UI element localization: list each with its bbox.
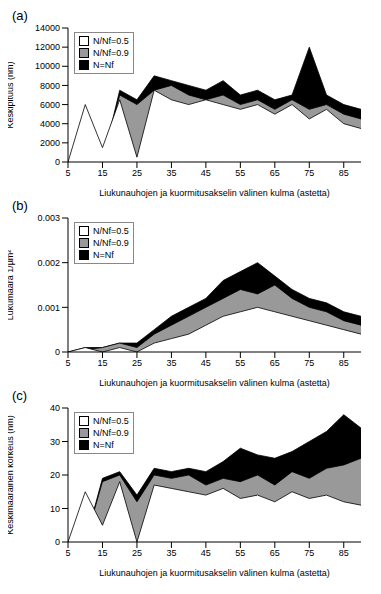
html-text:N/Nf=0.5: N/Nf=0.5 — [93, 226, 129, 236]
svg-text:14000: 14000 — [35, 23, 60, 33]
svg-text:0: 0 — [55, 157, 60, 167]
svg-text:15: 15 — [97, 358, 107, 368]
svg-text:Keskipituus (nm): Keskipituus (nm) — [8, 61, 15, 128]
svg-text:75: 75 — [304, 548, 314, 558]
svg-text:45: 45 — [201, 548, 211, 558]
svg-text:Keskimääräinen korkeus (nm): Keskimääräinen korkeus (nm) — [8, 415, 15, 535]
svg-text:Liukunauhojen ja kuormitusakse: Liukunauhojen ja kuormitusakselin väline… — [99, 378, 330, 388]
svg-text:Liukunauhojen ja kuormitusakse: Liukunauhojen ja kuormitusakselin väline… — [99, 188, 330, 198]
svg-text:65: 65 — [270, 358, 280, 368]
svg-text:85: 85 — [339, 168, 349, 178]
svg-text:25: 25 — [132, 548, 142, 558]
svg-text:6000: 6000 — [40, 100, 60, 110]
svg-text:2000: 2000 — [40, 138, 60, 148]
svg-text:55: 55 — [235, 168, 245, 178]
svg-text:10000: 10000 — [35, 61, 60, 71]
svg-text:35: 35 — [166, 358, 176, 368]
svg-text:45: 45 — [201, 358, 211, 368]
svg-text:45: 45 — [201, 168, 211, 178]
html-text:N/Nf=0.5: N/Nf=0.5 — [93, 36, 129, 46]
svg-text:0.001: 0.001 — [37, 303, 60, 313]
svg-text:25: 25 — [132, 168, 142, 178]
html-text:N/Nf=0.9: N/Nf=0.9 — [93, 48, 129, 58]
html-text:N/Nf=0.5: N/Nf=0.5 — [93, 416, 129, 426]
svg-text:0: 0 — [55, 347, 60, 357]
html-text:N/Nf=0.9: N/Nf=0.9 — [93, 238, 129, 248]
svg-text:35: 35 — [166, 548, 176, 558]
svg-text:20: 20 — [50, 470, 60, 480]
html-text:(c): (c) — [12, 388, 28, 403]
html-text:(a): (a) — [12, 8, 28, 23]
svg-text:4000: 4000 — [40, 119, 60, 129]
svg-text:85: 85 — [339, 358, 349, 368]
svg-text:5: 5 — [65, 168, 70, 178]
svg-text:55: 55 — [235, 548, 245, 558]
svg-text:5: 5 — [65, 548, 70, 558]
svg-text:5: 5 — [65, 358, 70, 368]
svg-text:Liukunauhojen ja kuormitusakse: Liukunauhojen ja kuormitusakselin väline… — [99, 568, 330, 578]
svg-text:15: 15 — [97, 168, 107, 178]
html-text:N=Nf: N=Nf — [93, 440, 114, 450]
svg-text:25: 25 — [132, 358, 142, 368]
svg-text:30: 30 — [50, 437, 60, 447]
svg-text:65: 65 — [270, 168, 280, 178]
html-text:N=Nf: N=Nf — [93, 250, 114, 260]
svg-text:40: 40 — [50, 403, 60, 413]
svg-text:75: 75 — [304, 168, 314, 178]
svg-text:0: 0 — [55, 537, 60, 547]
svg-text:75: 75 — [304, 358, 314, 368]
svg-text:35: 35 — [166, 168, 176, 178]
html-text:N=Nf: N=Nf — [93, 60, 114, 70]
svg-text:0.003: 0.003 — [37, 213, 60, 223]
svg-text:12000: 12000 — [35, 42, 60, 52]
html-text:(b): (b) — [12, 198, 28, 213]
svg-text:Lukumäärä 1/µm²: Lukumäärä 1/µm² — [8, 250, 15, 321]
html-text:N/Nf=0.9: N/Nf=0.9 — [93, 428, 129, 438]
svg-text:8000: 8000 — [40, 81, 60, 91]
svg-text:55: 55 — [235, 358, 245, 368]
svg-text:10: 10 — [50, 504, 60, 514]
svg-text:15: 15 — [97, 548, 107, 558]
svg-text:0.002: 0.002 — [37, 258, 60, 268]
svg-text:65: 65 — [270, 548, 280, 558]
svg-text:85: 85 — [339, 548, 349, 558]
